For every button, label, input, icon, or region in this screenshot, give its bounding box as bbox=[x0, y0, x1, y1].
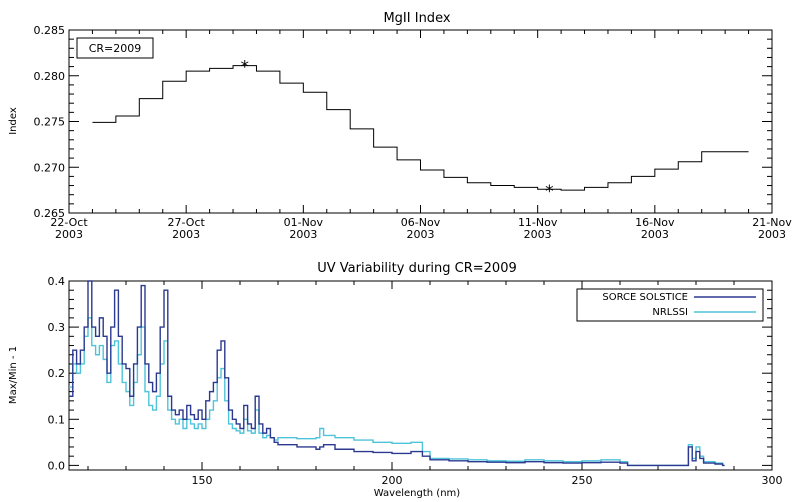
uv-ylabel: Max/Min - 1 bbox=[8, 346, 19, 404]
uv-legend: SORCE SOLSTICE NRLSSI bbox=[576, 288, 764, 322]
mgii-step-line bbox=[92, 65, 749, 191]
mgii-panel: MgII Index 22-Oct 2003 27-Oct 2003 01-Nov 200… bbox=[8, 11, 792, 241]
uv-ytick-label: 0.4 bbox=[48, 275, 66, 288]
mgii-ytick-label: 0.265 bbox=[34, 207, 66, 220]
mgii-annotation: CR=2009 bbox=[89, 42, 142, 55]
mgii-extremum-marker: * bbox=[545, 182, 554, 202]
solstice-step-line bbox=[69, 280, 725, 467]
nrlssi-step-line bbox=[69, 317, 725, 467]
mgii-title: MgII Index bbox=[383, 11, 450, 26]
mgii-marker-group: ** bbox=[241, 58, 554, 202]
mgii-xtick-label: 01-Nov 2003 bbox=[284, 216, 324, 241]
mgii-annotation-box bbox=[76, 37, 154, 59]
mgii-ytick-label: 0.280 bbox=[34, 70, 66, 83]
uv-xtick-label: 300 bbox=[762, 474, 783, 487]
mgii-axis-ticks: 22-Oct 2003 27-Oct 2003 01-Nov 2003 06-Nov 2003… bbox=[34, 24, 793, 241]
uv-ytick-label: 0.3 bbox=[48, 321, 66, 334]
legend-label-nrlssi: NRLSSI bbox=[652, 307, 688, 318]
mgii-xtick-label: 21-Nov 2003 bbox=[752, 216, 792, 241]
uv-series-group bbox=[69, 280, 725, 467]
uv-xtick-label: 250 bbox=[572, 474, 593, 487]
mgii-extremum-marker: * bbox=[241, 58, 250, 78]
mgii-xtick-label: 11-Nov 2003 bbox=[518, 216, 558, 241]
uv-axis-ticks: 150 200 250 300 0.0 0.1 0.2 0.3 0.4 bbox=[48, 275, 783, 487]
mgii-plot-frame bbox=[68, 29, 773, 214]
mgii-xtick-label: 27-Oct 2003 bbox=[168, 216, 206, 241]
mgii-series-group bbox=[92, 65, 749, 191]
legend-label-solstice: SORCE SOLSTICE bbox=[602, 292, 688, 303]
mgii-xtick-label: 06-Nov 2003 bbox=[401, 216, 441, 241]
uv-ytick-label: 0.2 bbox=[48, 367, 66, 380]
mgii-xtick-label: 22-Oct 2003 bbox=[50, 216, 88, 241]
mgii-ytick-label: 0.285 bbox=[34, 24, 66, 37]
mgii-ylabel: Index bbox=[8, 107, 19, 135]
mgii-ytick-label: 0.275 bbox=[34, 116, 66, 129]
uv-panel: UV Variability during CR=2009 150 200 250 3… bbox=[8, 261, 783, 499]
mgii-ytick-label: 0.270 bbox=[34, 161, 66, 174]
uv-title: UV Variability during CR=2009 bbox=[317, 261, 516, 276]
uv-ytick-label: 0.1 bbox=[48, 413, 66, 426]
uv-ytick-label: 0.0 bbox=[48, 459, 66, 472]
uv-xtick-label: 200 bbox=[382, 474, 403, 487]
uv-xlabel: Wavelength (nm) bbox=[374, 488, 460, 499]
uv-xtick-label: 150 bbox=[192, 474, 213, 487]
mgii-xtick-label: 16-Nov 2003 bbox=[635, 216, 675, 241]
uv-legend-box bbox=[576, 288, 764, 322]
uv-plot-frame bbox=[68, 280, 773, 471]
